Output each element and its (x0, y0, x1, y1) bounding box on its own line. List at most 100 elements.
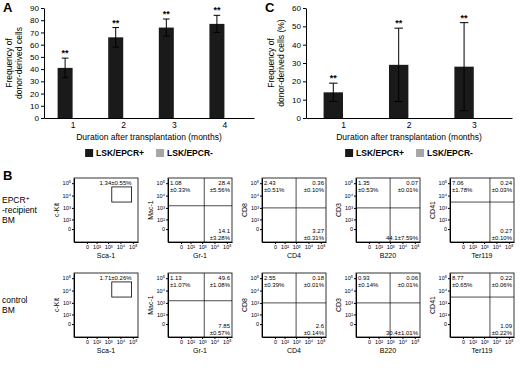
axis-line (263, 242, 327, 243)
quadrant-line (204, 178, 205, 242)
flow-plot: 1.13±1.07%49.6±1.08%7.85±0.57%010²10³10⁴… (147, 273, 233, 354)
tick: 10⁵ (157, 275, 168, 281)
quadrant-label: 0.06 (406, 275, 418, 281)
quadrant-label: ±0.10% (492, 235, 513, 241)
tick: 10⁴ (251, 288, 262, 294)
tick-label: 1 (71, 120, 76, 130)
row-label: BM (2, 215, 15, 225)
tick: 10⁴ (251, 193, 262, 199)
quadrant-line (168, 300, 232, 301)
tick-label: 10⁵ (439, 275, 447, 281)
tick: 10² (63, 312, 74, 318)
tick: 10⁴ (211, 337, 220, 345)
flow-plot: 2.43±0.51%0.36±0.10%3.27±0.31%010²10³10⁴… (241, 178, 327, 259)
tick-label: 10² (345, 312, 353, 318)
tick: 0 (297, 114, 306, 123)
tick-label: 10³ (387, 339, 395, 345)
tick-mark (448, 208, 450, 209)
tick: 30 (292, 59, 306, 68)
quadrant-label: ±0.53% (358, 187, 379, 193)
axis: 010²10³10⁴10⁵ (345, 179, 357, 243)
tick-mark (41, 8, 44, 9)
tick-label: 10² (93, 339, 101, 345)
tick: 10⁴ (305, 242, 314, 250)
plot-area (58, 15, 225, 118)
axis: 010²10³10⁴10⁵ (169, 337, 233, 345)
quadrant-label: 14.1 (218, 228, 230, 234)
plot-area (168, 178, 232, 242)
axis-title: CD3 (335, 298, 342, 312)
legend-swatch (156, 149, 164, 157)
error-bar (112, 28, 119, 48)
axis: 010²10³10⁴10⁵ (439, 179, 451, 243)
tick: 10⁴ (493, 242, 502, 250)
tick: 10³ (199, 337, 207, 345)
tick: 10² (345, 312, 356, 318)
tick-mark (448, 278, 450, 279)
quadrant-label: 28.4 (218, 180, 230, 186)
legend: LSK/EPCR+LSK/EPCR- (345, 148, 473, 158)
tick: 0 (256, 321, 262, 327)
tick: 10³ (293, 337, 301, 345)
tick-mark (166, 183, 168, 184)
tick-mark (166, 314, 168, 315)
tick-mark (41, 32, 44, 33)
axis-line (450, 179, 451, 243)
axis: 010²10³10⁴10⁵ (439, 274, 451, 338)
tick-label: 10⁴ (211, 339, 220, 345)
axis-title: CD41 (429, 201, 436, 219)
error-bar-stem (464, 23, 465, 111)
tick: 10³ (345, 300, 356, 306)
tick-mark (72, 229, 74, 230)
flow-plot: 1.34±0.55%010²10³10⁴10⁵010²10³10⁴10⁵Sca-… (53, 178, 139, 259)
tick: 10⁵ (129, 337, 137, 345)
tick-label: 10³ (439, 205, 447, 211)
axis-title: CD8 (241, 298, 248, 312)
tick: 0 (274, 242, 277, 250)
tick-mark (260, 303, 262, 304)
axis: 010²10³10⁴10⁵ (251, 274, 263, 338)
tick-mark (72, 208, 74, 209)
tick-label: 30 (30, 77, 39, 86)
axis-title: Sca-1 (97, 347, 115, 354)
tick-label: 0 (35, 114, 40, 123)
tick: 10⁵ (505, 337, 513, 345)
tick-label: 0 (350, 226, 353, 232)
tick: 10² (187, 242, 195, 250)
tick-label: 60 (292, 4, 301, 13)
quadrant-label: ±0.01% (398, 282, 419, 288)
tick: 10³ (251, 300, 262, 306)
axis-title: Duration after transplantation (months) (336, 132, 482, 142)
error-bar-cap (214, 32, 221, 33)
tick-label: 10³ (63, 300, 71, 306)
tick: 10³ (63, 300, 74, 306)
axis: 010²10³10⁴10⁵ (263, 242, 327, 250)
tick: 20 (30, 90, 44, 99)
tick-mark (260, 208, 262, 209)
tick: 2 (121, 118, 126, 130)
tick-label: 10³ (157, 205, 165, 211)
plot-frame (262, 178, 326, 242)
tick: 90 (30, 4, 44, 13)
legend-label: LSK/EPCR- (427, 148, 473, 158)
tick: 10³ (439, 205, 450, 211)
quadrant-label: ±1.78% (452, 187, 473, 193)
axis-title: B220 (380, 347, 396, 354)
tick-label: 10³ (293, 339, 301, 345)
tick-label: 50 (30, 53, 39, 62)
bar (124, 118, 139, 119)
tick-mark (72, 183, 74, 184)
plot-area (112, 187, 132, 202)
tick: 4 (223, 118, 228, 130)
tick: 10⁵ (345, 275, 356, 281)
tick: 10⁵ (223, 242, 231, 250)
tick-label: 10⁴ (251, 193, 260, 199)
quadrant-label: 0.22 (500, 275, 512, 281)
axis-title: Frequency of (266, 38, 276, 88)
quadrant-line (390, 273, 391, 337)
axis-title: CD3 (335, 203, 342, 217)
tick-mark (72, 303, 74, 304)
axis: 010²10³10⁴10⁵ (169, 242, 233, 250)
tick-mark (354, 219, 356, 220)
tick-mark (260, 183, 262, 184)
